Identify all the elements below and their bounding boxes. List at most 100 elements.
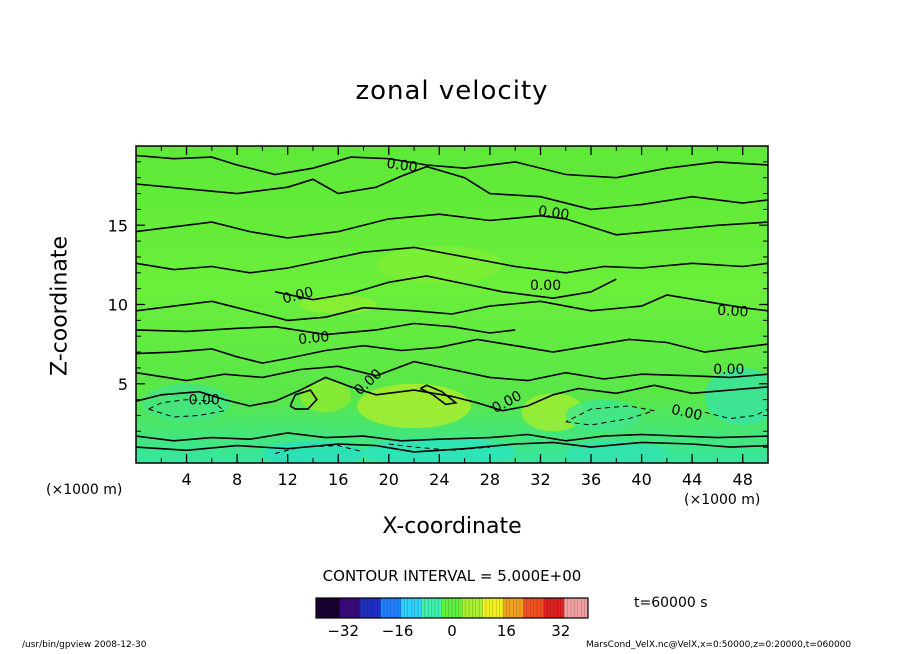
contour-label: 0.00	[713, 362, 744, 378]
colorbar-cell	[547, 598, 551, 618]
colorbar-cell	[513, 598, 517, 618]
x-unit-left: (×1000 m)	[46, 482, 123, 498]
colorbar-cell	[367, 598, 371, 618]
contour-line	[136, 154, 768, 179]
x-tick-label: 32	[530, 470, 550, 489]
colorbar-cell	[496, 598, 500, 618]
colorbar-cell	[506, 598, 511, 618]
colorbar-cell	[560, 598, 565, 618]
y-tick-label: 15	[108, 216, 128, 235]
colorbar-cell	[486, 598, 490, 618]
x-tick-label: 20	[379, 470, 399, 489]
colorbar-cell	[397, 598, 402, 618]
colorbar-cell	[360, 598, 364, 618]
colorbar-cell	[523, 598, 528, 618]
colorbar-cell	[479, 598, 483, 618]
colorbar-tick-label: −32	[327, 622, 360, 640]
contour-line	[289, 389, 318, 410]
colorbar-cell	[458, 598, 463, 618]
colorbar-cell	[537, 598, 541, 618]
contour-line	[136, 294, 768, 322]
x-tick-label: 16	[328, 470, 348, 489]
footer-right: MarsCond_VelX.nc@VelX,x=0:50000,z=0:2000…	[586, 640, 852, 650]
contour-line-negative	[704, 408, 768, 420]
plot-area	[136, 146, 768, 463]
colorbar-cell	[346, 598, 351, 618]
colorbar-cell	[387, 598, 392, 618]
colorbar-cell	[438, 598, 443, 618]
colorbar-cell	[469, 598, 473, 618]
colorbar-cell	[581, 598, 585, 618]
contour-label: 0.00	[670, 402, 704, 424]
field-patch	[376, 245, 503, 284]
contour-line	[274, 275, 617, 301]
contour-line	[136, 322, 516, 336]
x-tick-label: 4	[181, 470, 191, 489]
colorbar-cell	[316, 598, 320, 618]
colorbar-cell	[421, 598, 426, 618]
colorbar-cell	[404, 598, 409, 618]
contour-line-negative	[274, 445, 364, 454]
colorbar-cell	[465, 598, 470, 618]
contour-line-negative	[388, 443, 490, 451]
colorbar-cell	[336, 598, 341, 618]
colorbar-cell	[356, 598, 361, 618]
y-tick-label: 10	[108, 296, 128, 315]
colorbar-cell	[475, 598, 480, 618]
footer-left: /usr/bin/gpview 2008-12-30	[22, 640, 147, 650]
contour-label: 0.00	[189, 392, 220, 408]
x-tick-label: 28	[480, 470, 500, 489]
colorbar-cell	[472, 598, 477, 618]
colorbar-tick-label: −16	[381, 622, 414, 640]
contour-line	[136, 213, 768, 239]
colorbar-cell	[499, 598, 504, 618]
contour-line	[136, 246, 768, 274]
contour-label: 0.00	[530, 278, 561, 294]
contour-line-negative	[565, 405, 655, 426]
colorbar-cell	[343, 598, 347, 618]
colorbar-tick-label: 32	[551, 622, 571, 640]
field-patch	[300, 380, 351, 413]
colorbar-cell	[407, 598, 412, 618]
colorbar-cell	[384, 598, 388, 618]
contour-label: 0.00	[385, 156, 418, 176]
colorbar-cell	[401, 598, 405, 618]
y-axis-label: Z-coordinate	[47, 236, 73, 376]
colorbar-cell	[564, 598, 568, 618]
field-patch	[565, 399, 642, 432]
contour-label: 0.00	[297, 329, 330, 348]
colorbar-cell	[489, 598, 494, 618]
colorbar-cell	[435, 598, 439, 618]
x-tick-label: 8	[232, 470, 242, 489]
contour-interval-text: CONTOUR INTERVAL = 5.000E+00	[322, 567, 582, 585]
x-unit-right: (×1000 m)	[684, 492, 761, 508]
colorbar-cell	[390, 598, 395, 618]
colorbar-tick-label: 0	[447, 622, 457, 640]
colorbar-cell	[482, 598, 487, 618]
colorbar-tick-label: 16	[496, 622, 516, 640]
colorbar-cell	[520, 598, 524, 618]
colorbar-cell	[462, 598, 466, 618]
colorbar-cell	[540, 598, 545, 618]
colorbar-cell	[530, 598, 534, 618]
colorbar-cell	[543, 598, 548, 618]
colorbar-cell	[533, 598, 538, 618]
contour-line	[136, 338, 768, 364]
colorbar-cell	[350, 598, 354, 618]
colorbar-cell	[380, 598, 385, 618]
x-tick-label: 40	[631, 470, 651, 489]
contour-line	[136, 376, 768, 412]
x-axis-label: X-coordinate	[382, 514, 522, 539]
colorbar-cell	[571, 598, 575, 618]
contour-line	[420, 384, 458, 406]
colorbar-cell	[363, 598, 368, 618]
colorbar-cell	[373, 598, 378, 618]
colorbar-cell	[339, 598, 344, 618]
contour-line	[136, 441, 768, 453]
colorbar-frame	[315, 597, 589, 619]
colorbar-cell	[503, 598, 507, 618]
x-tick-label: 44	[682, 470, 702, 489]
colorbar-cell	[557, 598, 562, 618]
contour-line	[136, 360, 768, 382]
